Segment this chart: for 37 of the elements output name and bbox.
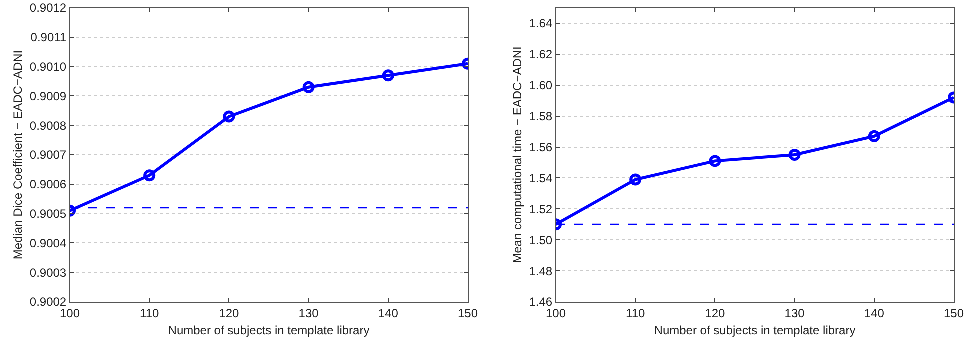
y-tick-label: 1.50	[529, 233, 553, 248]
y-tick-label: 1.56	[529, 140, 553, 154]
x-tick-label: 110	[140, 306, 160, 320]
x-tick-label: 140	[864, 306, 885, 320]
x-tick-label: 130	[784, 306, 806, 320]
y-tick-label: 0.9006	[30, 178, 67, 192]
x-axis-title: Number of subjects in template library	[654, 323, 856, 338]
y-tick-label: 1.54	[529, 171, 553, 186]
y-tick-label: 0.9008	[30, 118, 67, 133]
y-tick-label: 1.58	[529, 110, 553, 124]
point	[709, 155, 722, 168]
y-tick-label: 1.60	[529, 78, 553, 93]
point	[223, 110, 236, 123]
y-tick-label: 0.9005	[30, 207, 67, 221]
x-tick-label: 130	[298, 306, 320, 320]
x-tick-label: 110	[626, 306, 646, 320]
y-tick-label: 1.48	[529, 264, 553, 278]
y-axis-title: Mean computational time − EADC−ADNI	[510, 46, 525, 264]
y-tick-label: 0.9012	[30, 1, 67, 16]
y-tick-label: 1.62	[529, 48, 553, 62]
x-axis-title: Number of subjects in template library	[168, 323, 370, 338]
x-tick-label: 120	[219, 306, 240, 320]
y-tick-label: 0.9010	[30, 60, 67, 74]
point	[302, 81, 315, 94]
y-tick-label: 0.9004	[30, 236, 67, 250]
x-tick-label: 120	[705, 306, 726, 320]
y-tick-label: 1.52	[529, 202, 553, 216]
y-tick-label: 0.9009	[30, 89, 67, 104]
x-tick-label: 150	[458, 306, 478, 320]
y-tick-label: 0.9003	[30, 266, 67, 280]
y-tick-label: 1.64	[529, 16, 553, 31]
y-tick-label: 0.9011	[30, 30, 67, 45]
x-tick-label: 150	[944, 306, 964, 320]
y-tick-label: 0.9007	[30, 148, 67, 162]
x-tick-label: 140	[378, 306, 399, 320]
point	[788, 149, 801, 161]
y-axis-title: Median Dice Coefficient − EADC−ADNI	[11, 50, 26, 260]
